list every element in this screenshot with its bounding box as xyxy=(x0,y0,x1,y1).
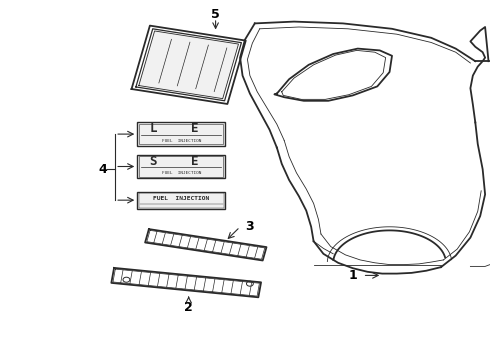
Text: 1: 1 xyxy=(348,269,357,282)
Text: 5: 5 xyxy=(211,8,220,21)
Text: 4: 4 xyxy=(98,163,107,176)
Polygon shape xyxy=(139,31,239,99)
Text: S: S xyxy=(149,155,157,168)
Text: L: L xyxy=(149,122,157,135)
Bar xyxy=(139,193,224,208)
Text: 3: 3 xyxy=(245,220,254,233)
Text: FUEL  INJECTION: FUEL INJECTION xyxy=(162,171,201,175)
Text: E: E xyxy=(191,122,198,135)
Bar xyxy=(137,192,225,209)
Text: 2: 2 xyxy=(184,301,193,314)
Bar xyxy=(137,155,225,178)
Text: FUEL  INJECTION: FUEL INJECTION xyxy=(153,196,209,201)
Bar xyxy=(139,124,223,144)
Bar xyxy=(139,156,223,177)
Bar xyxy=(137,122,225,146)
Text: E: E xyxy=(191,155,198,168)
Text: FUEL  INJECTION: FUEL INJECTION xyxy=(162,139,201,143)
